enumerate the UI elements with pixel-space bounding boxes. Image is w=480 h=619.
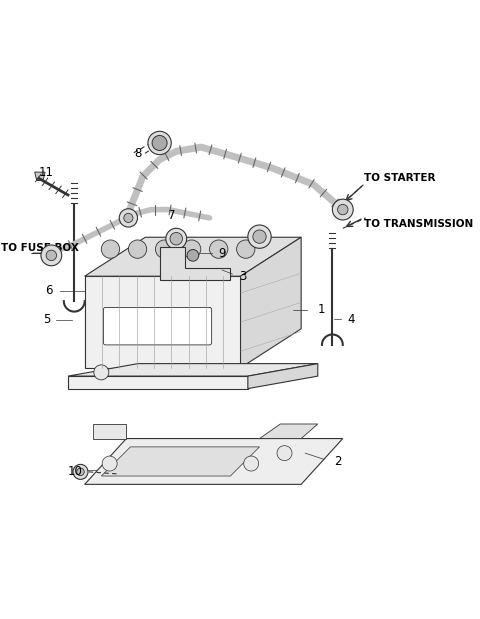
FancyBboxPatch shape — [103, 308, 212, 345]
Text: TO FUSE BOX: TO FUSE BOX — [1, 243, 79, 253]
Polygon shape — [84, 439, 343, 484]
Circle shape — [182, 240, 201, 258]
Text: 7: 7 — [168, 209, 175, 222]
Text: 3: 3 — [239, 270, 246, 283]
Circle shape — [152, 136, 167, 150]
Circle shape — [94, 365, 109, 380]
Text: 8: 8 — [134, 147, 142, 160]
Circle shape — [166, 228, 187, 249]
Circle shape — [73, 464, 88, 479]
Text: 2: 2 — [335, 455, 342, 468]
Polygon shape — [68, 363, 318, 376]
Polygon shape — [35, 172, 45, 180]
Text: TO STARTER: TO STARTER — [363, 173, 435, 183]
Polygon shape — [84, 237, 301, 276]
Circle shape — [156, 240, 174, 258]
Circle shape — [187, 249, 199, 261]
Text: TO TRANSMISSION: TO TRANSMISSION — [363, 219, 473, 229]
Text: 9: 9 — [218, 247, 226, 260]
Circle shape — [253, 230, 266, 243]
Polygon shape — [68, 376, 248, 389]
Circle shape — [210, 240, 228, 258]
Polygon shape — [101, 447, 260, 476]
Circle shape — [124, 214, 133, 222]
Circle shape — [148, 131, 171, 155]
Text: 10: 10 — [68, 465, 83, 478]
Circle shape — [337, 204, 348, 215]
Circle shape — [170, 233, 182, 245]
Polygon shape — [93, 424, 126, 439]
Polygon shape — [260, 424, 318, 439]
Circle shape — [332, 199, 353, 220]
Text: 4: 4 — [347, 313, 354, 326]
Circle shape — [46, 250, 57, 261]
Circle shape — [102, 456, 117, 471]
Circle shape — [77, 468, 84, 475]
Polygon shape — [248, 363, 318, 389]
Circle shape — [101, 240, 120, 258]
Circle shape — [244, 456, 259, 471]
Polygon shape — [240, 237, 301, 368]
Circle shape — [237, 240, 255, 258]
Circle shape — [128, 240, 147, 258]
Polygon shape — [159, 247, 230, 280]
Circle shape — [119, 209, 138, 227]
Circle shape — [154, 137, 166, 149]
Circle shape — [248, 225, 271, 248]
Text: 5: 5 — [43, 313, 50, 326]
Text: 6: 6 — [45, 284, 53, 297]
Text: 11: 11 — [39, 166, 54, 179]
Text: 1: 1 — [318, 303, 325, 316]
Circle shape — [277, 446, 292, 461]
Circle shape — [41, 245, 62, 266]
Polygon shape — [84, 276, 240, 368]
